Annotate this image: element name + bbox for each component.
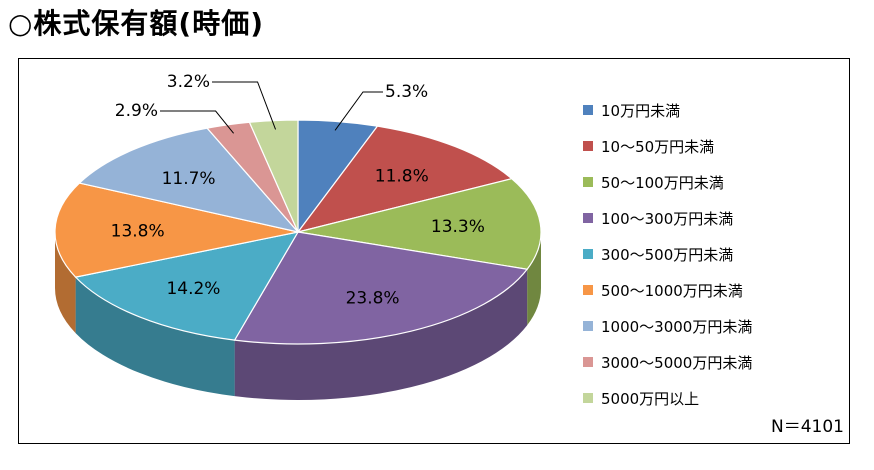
data-label-1: 11.8% — [375, 167, 429, 187]
data-label-6: 11.7% — [162, 169, 216, 189]
pie-side-3 — [234, 269, 528, 400]
legend-swatch — [583, 357, 593, 367]
pie-side-4 — [75, 277, 235, 397]
pie-slice-1 — [296, 125, 513, 233]
legend-swatch — [583, 321, 593, 331]
pie-slice-2 — [297, 178, 542, 270]
legend-item: 10万円未満 — [583, 92, 752, 128]
pie-slice-5 — [54, 182, 299, 278]
sample-size-note: N＝4101 — [771, 417, 844, 437]
data-label-2: 13.3% — [431, 217, 485, 237]
data-label-5: 13.8% — [111, 222, 165, 242]
legend-swatch — [583, 285, 593, 295]
legend-swatch — [583, 393, 593, 403]
data-label-4: 14.2% — [166, 279, 220, 299]
data-label-0: 5.3% — [385, 82, 428, 102]
legend-swatch — [583, 141, 593, 151]
pie-slice-3 — [233, 231, 529, 345]
legend-item: 3000～5000万円未満 — [583, 344, 752, 380]
legend-swatch — [583, 213, 593, 223]
legend-label: 10万円未満 — [601, 101, 681, 120]
legend-item: 100～300万円未満 — [583, 200, 752, 236]
leader-line-0 — [334, 91, 383, 131]
pie-side-5 — [55, 232, 76, 334]
legend-label: 1000～3000万円未満 — [601, 317, 753, 336]
legend-swatch — [583, 177, 593, 187]
pie-slice-4 — [74, 231, 300, 341]
legend-label: 3000～5000万円未満 — [601, 353, 753, 372]
pie-slice-6 — [78, 127, 300, 233]
legend-item: 50～100万円未満 — [583, 164, 752, 200]
pie-slice-8 — [248, 119, 299, 233]
chart-frame — [18, 58, 850, 444]
page-title: ○株式保有額(時価) — [8, 7, 265, 40]
data-label-8: 3.2% — [167, 72, 210, 92]
legend-label: 50～100万円未満 — [601, 173, 724, 192]
leader-line-8 — [212, 81, 277, 130]
leader-line-7 — [160, 110, 234, 134]
legend-item: 10～50万円未満 — [583, 128, 752, 164]
legend-swatch — [583, 249, 593, 259]
data-label-7: 2.9% — [115, 101, 158, 121]
legend-label: 300～500万円未満 — [601, 245, 734, 264]
legend-item: 300～500万円未満 — [583, 236, 752, 272]
data-label-3: 23.8% — [346, 288, 400, 308]
legend-label: 10～50万円未満 — [601, 137, 715, 156]
legend-item: 500～1000万円未満 — [583, 272, 752, 308]
chart-legend: 10万円未満 10～50万円未満 50～100万円未満 100～300万円未満 300～… — [583, 92, 752, 416]
legend-item: 5000万円以上 — [583, 380, 752, 416]
legend-label: 500～1000万円未満 — [601, 281, 743, 300]
pie-side-2 — [527, 232, 541, 326]
legend-label: 5000万円以上 — [601, 389, 700, 408]
legend-swatch — [583, 105, 593, 115]
legend-item: 1000～3000万円未満 — [583, 308, 752, 344]
legend-label: 100～300万円未満 — [601, 209, 734, 228]
